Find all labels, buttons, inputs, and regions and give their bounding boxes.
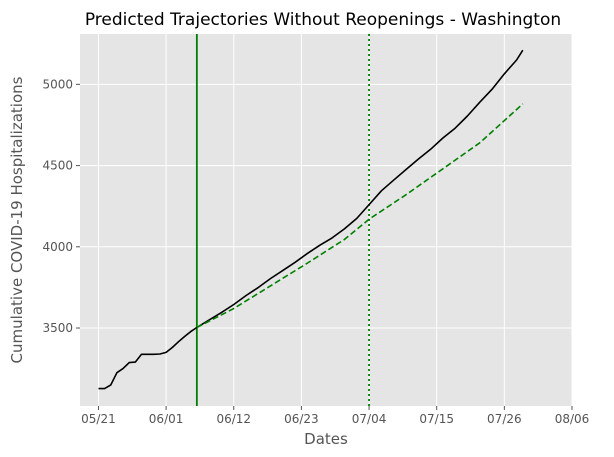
y-tick-label: 4000 (42, 240, 73, 254)
y-gridlines (80, 83, 572, 329)
x-tick-label: 08/06 (555, 412, 590, 426)
x-tick-label: 06/12 (216, 412, 251, 426)
plot-area (80, 34, 572, 406)
x-tick-label: 07/15 (419, 412, 454, 426)
x-tick-label: 07/04 (352, 412, 387, 426)
series-lines (98, 49, 524, 390)
series-line-dashed (196, 103, 524, 329)
y-tick-label: 4500 (42, 159, 73, 173)
series-line-solid (98, 49, 524, 390)
y-tick-label: 5000 (42, 77, 73, 91)
x-tick-label: 06/23 (284, 412, 319, 426)
x-axis-label: Dates (304, 430, 348, 448)
x-tick-label: 06/01 (149, 412, 184, 426)
x-tick-label: 05/21 (81, 412, 116, 426)
y-axis-label: Cumulative COVID-19 Hospitalizations (8, 76, 26, 363)
x-axis-ticks: 05/21 06/01 06/12 06/23 07/04 07/15 07/26 08/06 (81, 406, 589, 426)
x-tick-label: 07/26 (487, 412, 522, 426)
chart-title: Predicted Trajectories Without Reopening… (85, 10, 561, 30)
y-axis-ticks: 3500 4000 4500 5000 (42, 77, 80, 335)
y-tick-label: 3500 (42, 321, 73, 335)
